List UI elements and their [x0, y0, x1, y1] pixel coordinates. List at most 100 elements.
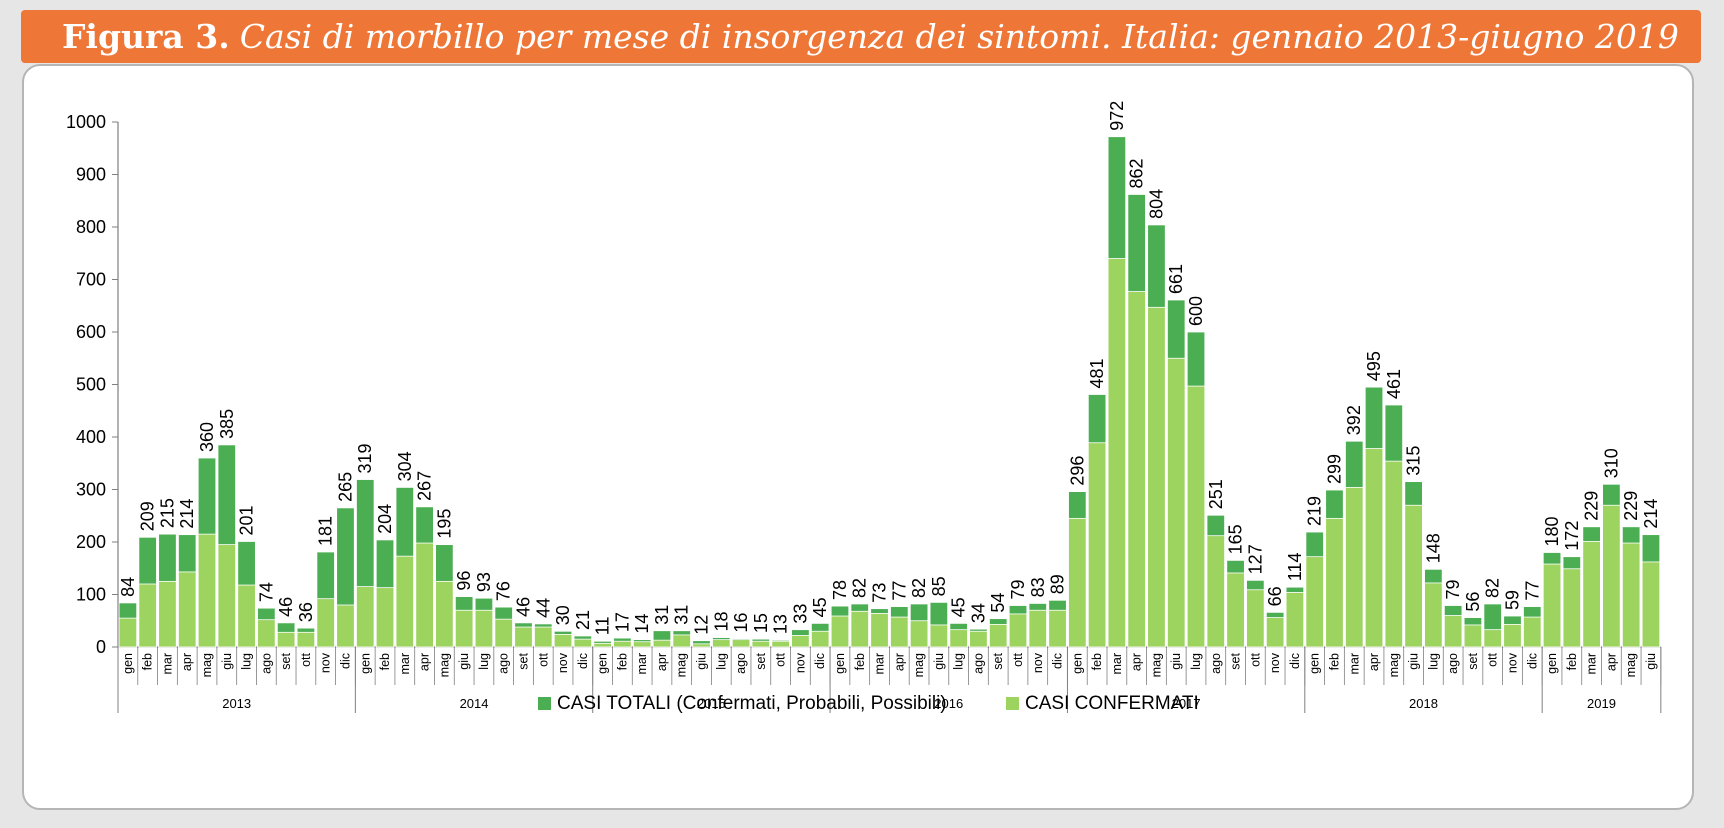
- bar-casi-confermati: [1483, 629, 1502, 648]
- month-label: ago: [1446, 653, 1460, 674]
- y-tick-label: 900: [76, 165, 106, 185]
- month-label: apr: [418, 653, 432, 671]
- bar-value-label: 299: [1324, 454, 1344, 484]
- y-tick-label: 800: [76, 217, 106, 237]
- bar-casi-confermati: [1305, 556, 1324, 648]
- bar-casi-confermati: [573, 638, 593, 648]
- bar-casi-confermati: [1562, 568, 1582, 648]
- month-label: mag: [437, 653, 451, 677]
- month-label: ago: [734, 653, 748, 674]
- bar-value-label: 972: [1107, 101, 1127, 131]
- month-label: apr: [180, 653, 194, 671]
- month-label: mar: [1347, 653, 1361, 675]
- bar-value-label: 89: [1048, 574, 1068, 594]
- bar-value-label: 83: [1028, 577, 1048, 597]
- bar-casi-confermati: [1167, 357, 1186, 648]
- month-label: mag: [1624, 653, 1638, 677]
- bar-value-label: 304: [395, 451, 415, 481]
- bar-value-label: 219: [1305, 496, 1325, 526]
- month-label: ago: [259, 653, 273, 674]
- year-label: 2015: [697, 696, 726, 711]
- bar-value-label: 296: [1067, 456, 1087, 486]
- bar-casi-confermati: [217, 544, 236, 648]
- month-label: ott: [1486, 652, 1500, 666]
- month-label: apr: [892, 653, 906, 671]
- month-label: ago: [497, 653, 511, 674]
- bar-casi-confermati: [1147, 306, 1166, 648]
- bar-casi-confermati: [751, 640, 771, 648]
- bar-value-label: 319: [355, 443, 375, 473]
- bar-value-label: 310: [1601, 448, 1621, 478]
- bar-value-label: 461: [1384, 369, 1404, 399]
- bar-casi-confermati: [316, 598, 335, 648]
- bar-casi-confermati: [375, 587, 395, 648]
- month-label: feb: [1327, 653, 1341, 670]
- bar-casi-confermati: [237, 584, 256, 648]
- bar-value-label: 31: [652, 605, 672, 625]
- bar-value-label: 45: [810, 597, 830, 617]
- figure-number: Figura 3.: [62, 17, 230, 56]
- month-label: ott: [1248, 652, 1262, 666]
- month-label: lug: [714, 653, 728, 670]
- bar-casi-confermati: [1443, 615, 1463, 648]
- figure-title: Casi di morbillo per mese di insorgenza …: [239, 17, 1679, 56]
- bar-casi-confermati: [494, 618, 513, 648]
- bar-casi-confermati: [652, 639, 672, 648]
- month-label: mar: [398, 653, 412, 675]
- month-label: nov: [1268, 652, 1282, 673]
- month-label: mar: [873, 653, 887, 675]
- month-label: ott: [299, 652, 313, 666]
- bar-casi-confermati: [1226, 572, 1245, 648]
- legend-label-casi-confermati: CASI CONFERMATI: [1025, 693, 1199, 714]
- bar-casi-confermati: [1364, 448, 1384, 648]
- bar-casi-confermati: [949, 629, 968, 648]
- bar-casi-confermati: [672, 634, 691, 648]
- bar-casi-confermati: [1345, 486, 1364, 648]
- month-label: lug: [952, 653, 966, 670]
- bar-value-label: 201: [237, 505, 257, 535]
- month-label: ott: [774, 652, 788, 666]
- month-label: nov: [793, 652, 807, 673]
- year-label: 2014: [460, 696, 489, 711]
- figure-title-bar: Figura 3. Casi di morbillo per mese di i…: [21, 10, 1701, 63]
- month-label: dic: [576, 653, 590, 669]
- bar-value-label: 44: [533, 598, 553, 618]
- bar-value-label: 195: [434, 509, 454, 539]
- month-label: giu: [457, 653, 471, 670]
- bar-value-label: 45: [949, 597, 969, 617]
- y-tick-label: 200: [76, 532, 106, 552]
- bar-casi-confermati: [1325, 517, 1344, 648]
- bar-value-label: 251: [1206, 479, 1226, 509]
- month-label: set: [1229, 652, 1243, 669]
- y-tick-label: 700: [76, 270, 106, 290]
- legend-label-casi-totali: CASI TOTALI (Confermati, Probabili, Poss…: [557, 693, 947, 714]
- month-label: gen: [1545, 653, 1559, 674]
- bar-casi-confermati: [1068, 517, 1087, 648]
- month-label: apr: [1604, 653, 1618, 671]
- bar-casi-confermati: [118, 617, 138, 648]
- y-tick-label: 600: [76, 322, 106, 342]
- month-label: mag: [1387, 653, 1401, 677]
- bar-casi-confermati: [830, 615, 850, 648]
- month-label: dic: [813, 653, 827, 669]
- month-label: giu: [695, 653, 709, 670]
- bar-value-label: 30: [553, 605, 573, 625]
- bar-value-label: 148: [1423, 533, 1443, 563]
- bar-casi-confermati: [791, 635, 810, 648]
- bar-value-label: 214: [1641, 499, 1661, 529]
- month-label: set: [991, 652, 1005, 669]
- bar-casi-confermati: [1384, 460, 1404, 648]
- bar-value-label: 82: [909, 578, 929, 598]
- bar-casi-confermati: [1285, 592, 1305, 648]
- month-label: mar: [160, 653, 174, 675]
- bar-value-label: 77: [1522, 581, 1542, 601]
- year-label: 2019: [1587, 696, 1616, 711]
- bar-casi-confermati: [1265, 617, 1285, 648]
- bar-value-label: 495: [1364, 351, 1384, 381]
- bar-value-label: 54: [988, 593, 1008, 613]
- bar-casi-confermati: [692, 643, 711, 648]
- month-label: mag: [912, 653, 926, 677]
- bar-casi-confermati: [553, 634, 573, 648]
- month-label: gen: [1070, 653, 1084, 674]
